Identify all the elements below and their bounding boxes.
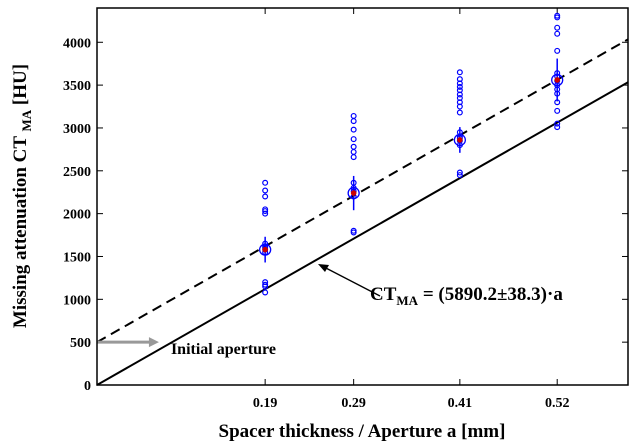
fit-main: CT [370, 284, 397, 305]
sample-point [262, 210, 269, 217]
sample-point [350, 154, 357, 161]
y-title-tail: [HU] [10, 64, 31, 110]
sample-point [350, 136, 357, 143]
fit-line [96, 81, 629, 386]
mean-dot [554, 77, 560, 83]
sample-point [262, 283, 269, 290]
sample-point [554, 120, 561, 127]
sample-point [456, 91, 463, 98]
mean-ring [453, 133, 467, 147]
plot-frame [96, 7, 629, 386]
aperture-arrowhead [148, 337, 159, 348]
sample-point [350, 148, 357, 155]
sample-point [456, 169, 463, 176]
sample-point [456, 103, 463, 110]
y-tick-label: 1000 [63, 293, 91, 308]
sample-point [554, 90, 561, 97]
y-axis-title: Missing attenuation CT MA [HU] [10, 64, 34, 328]
y-title-main: Missing attenuation CT [10, 132, 31, 329]
aperture-label: Initial aperture [171, 341, 276, 358]
sample-point [456, 172, 463, 179]
y-tick-label: 500 [70, 336, 91, 351]
y-tick-label: 1500 [63, 250, 91, 265]
fit-tail: = (5890.2±38.3)·a [418, 284, 563, 305]
fit-arrow [321, 265, 381, 297]
sample-point [554, 70, 561, 77]
sample-point [350, 112, 357, 119]
sample-point [350, 143, 357, 150]
mean-ring [258, 243, 272, 256]
sample-point [554, 47, 561, 54]
mean-dot [262, 246, 268, 253]
mean-ring [551, 73, 564, 87]
sample-point [350, 126, 357, 133]
sample-point [262, 289, 269, 296]
fit-sub: MA [396, 293, 418, 308]
mean-dot [457, 137, 463, 143]
sample-point [262, 208, 269, 215]
y-tick-label: 0 [84, 379, 91, 394]
sample-point [554, 24, 561, 31]
y-tick-label: 2000 [63, 208, 91, 223]
y-tick-label: 3500 [63, 79, 91, 94]
x-axis-title: Spacer thickness / Aperture a [mm] [219, 421, 506, 442]
sample-point [554, 124, 561, 131]
sample-point [456, 83, 463, 90]
sample-point [350, 118, 357, 125]
x-tick-label: 0.19 [253, 396, 278, 411]
x-tick-label: 0.29 [341, 396, 366, 411]
sample-point [456, 69, 463, 76]
sample-point [554, 107, 561, 114]
sample-point [262, 179, 269, 186]
y-tick-label: 3000 [63, 122, 91, 137]
sample-point [262, 193, 269, 200]
sample-point [456, 80, 463, 87]
x-tick-label: 0.41 [448, 396, 473, 411]
sample-point [262, 187, 269, 194]
mean-ring [347, 186, 360, 200]
y-tick-label: 4000 [63, 36, 91, 51]
sample-point [350, 229, 357, 236]
sample-point [554, 30, 561, 37]
sample-point [456, 109, 463, 116]
fit-line [96, 38, 629, 344]
x-tick-label: 0.52 [545, 396, 570, 411]
y-title-sub: MA [19, 109, 34, 131]
y-tick-label: 2500 [63, 165, 91, 180]
sample-point [554, 14, 561, 21]
fit-label: CTMA = (5890.2±38.3)·a [370, 284, 563, 308]
mean-dot [350, 190, 357, 196]
sample-point [554, 99, 561, 106]
fit-arrowhead [318, 264, 329, 272]
